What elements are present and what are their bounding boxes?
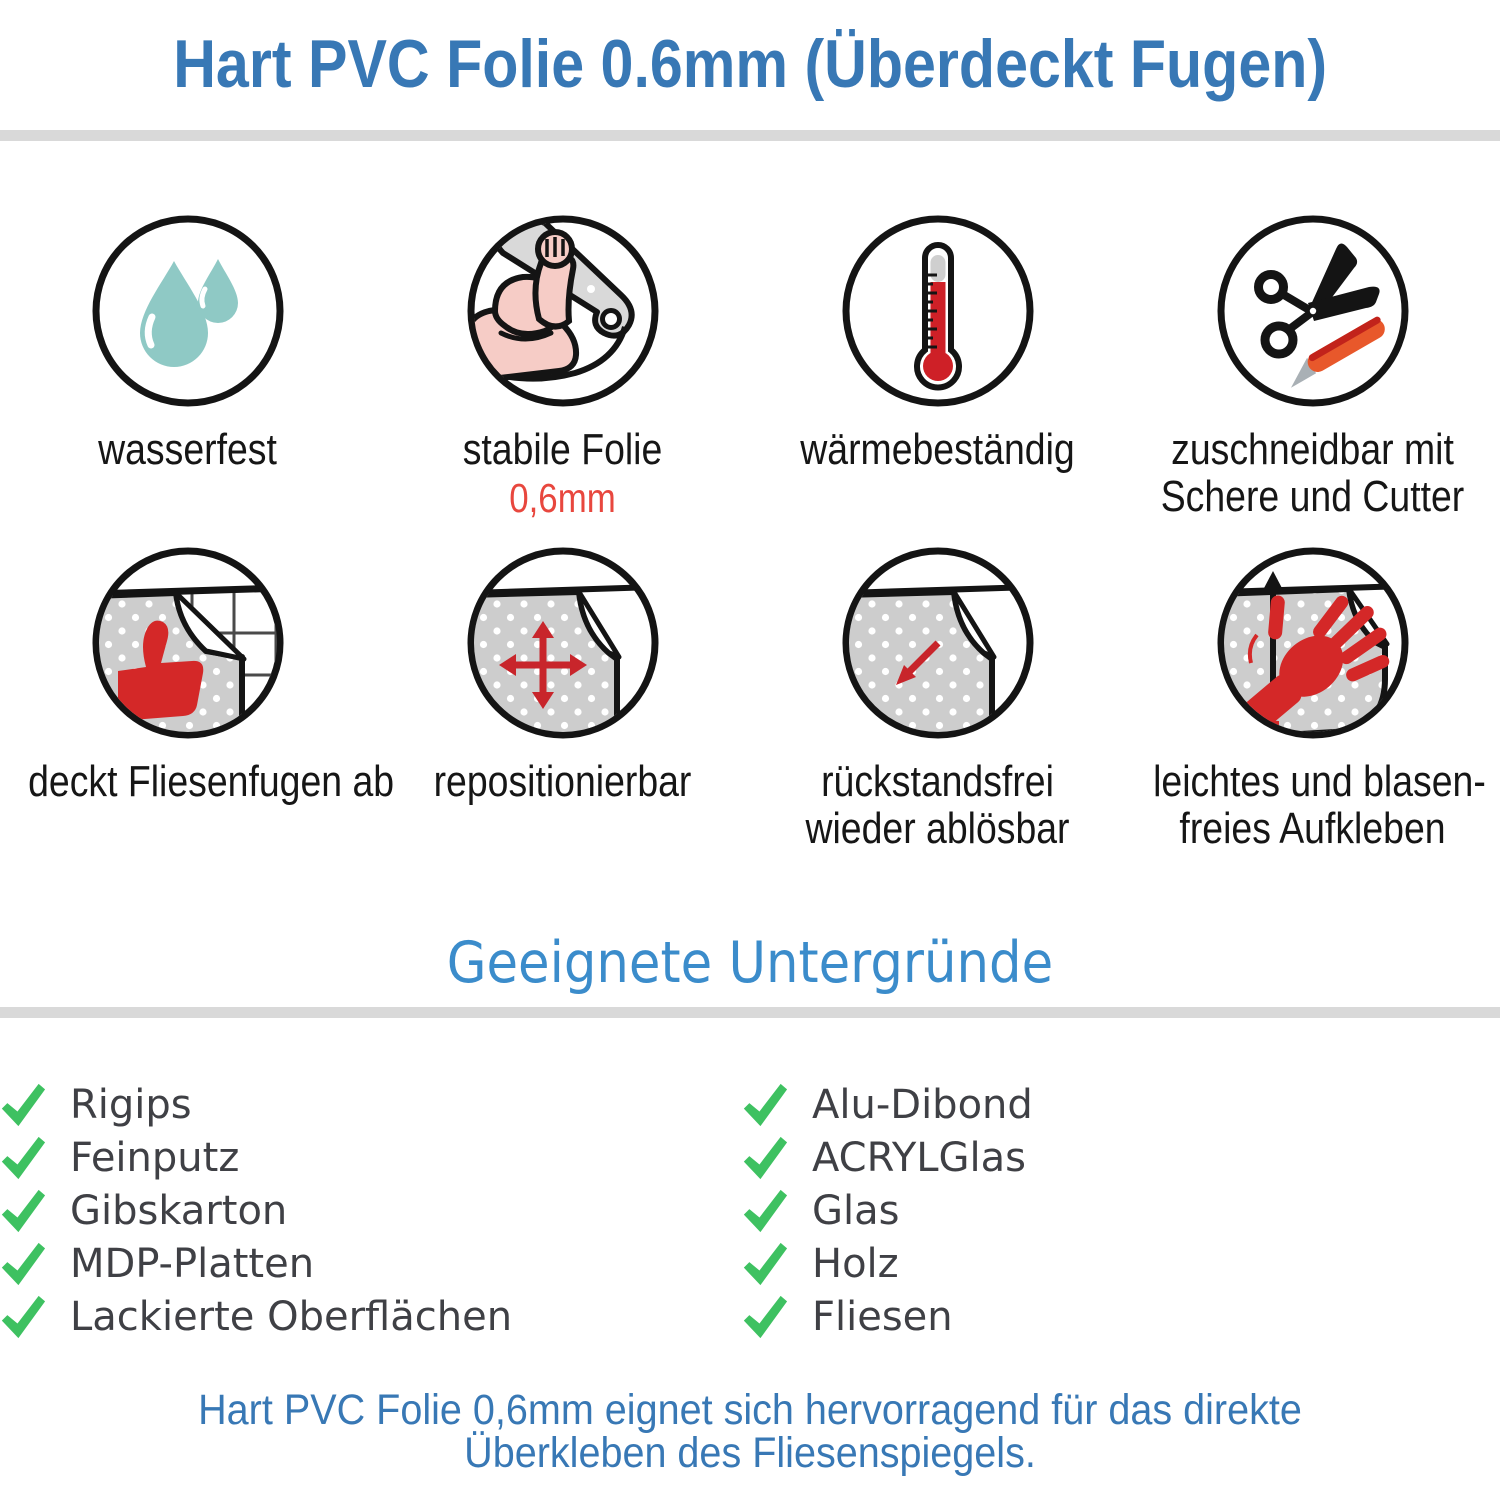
- substrates-list: Rigips Feinputz Gibskarton MDP-Platten L…: [0, 1078, 1500, 1343]
- smoothing-hand: [1239, 595, 1389, 732]
- move-cross-arrows: [498, 621, 587, 709]
- check-icon: [743, 1242, 788, 1285]
- feature-caption: wasserfest: [98, 425, 277, 474]
- feature-aufkleben: leichtes und blasen- freies Aufkleben: [1125, 543, 1500, 852]
- scissors-cutter-icon: [1217, 215, 1408, 407]
- check-icon: [1, 1189, 46, 1232]
- footnote: Hart PVC Folie 0,6mm eignet sich hervorr…: [198, 1386, 1302, 1477]
- strong-arm-film-roll-icon: [467, 215, 658, 407]
- list-item: Rigips: [0, 1078, 742, 1131]
- thermometer-icon: [842, 215, 1033, 407]
- feature-caption: stabile Folie 0,6mm: [375, 426, 750, 521]
- list-item: Gibskarton: [0, 1184, 742, 1237]
- water-drops-icon: [92, 215, 283, 407]
- list-item: ACRYLGlas: [742, 1131, 1033, 1184]
- feature-caption: rückstandsfrei wieder ablösbar: [805, 757, 1070, 853]
- check-icon: [1, 1136, 46, 1179]
- check-icon: [743, 1083, 788, 1126]
- page-title: Hart PVC Folie 0.6mm (Überdeckt Fugen): [173, 26, 1327, 102]
- check-icon: [743, 1189, 788, 1232]
- divider-substrates: [0, 1007, 1500, 1018]
- feature-deckt-fugen: deckt Fliesenfugen ab: [0, 543, 395, 852]
- feature-repositionierbar: repositionierbar: [375, 543, 750, 852]
- check-icon: [1, 1242, 46, 1285]
- peel-direction-arrow: [895, 640, 940, 685]
- feature-zuschneidbar: zuschneidbar mit Schere und Cutter: [1125, 211, 1500, 521]
- header: Hart PVC Folie 0.6mm (Überdeckt Fugen): [0, 0, 1500, 130]
- peel-arrow-film-icon: [842, 547, 1033, 739]
- check-icon: [743, 1295, 788, 1338]
- section-title: Geeignete Untergründe: [446, 930, 1054, 996]
- thumbs-up: [117, 620, 203, 720]
- list-item: Glas: [742, 1184, 1033, 1237]
- list-item: Fliesen: [742, 1290, 1033, 1343]
- feature-ablosbar: rückstandsfrei wieder ablösbar: [750, 543, 1125, 852]
- hand-smoothing-film-icon: [1217, 547, 1408, 739]
- feature-caption: deckt Fliesenfugen ab: [28, 757, 395, 806]
- feature-caption: wärmebeständig: [800, 425, 1075, 474]
- feature-row-2: deckt Fliesenfugen ab: [0, 543, 1500, 852]
- check-icon: [1, 1083, 46, 1126]
- list-item: Lackierte Oberflächen: [0, 1290, 742, 1343]
- thumbs-up-tile-film-icon: [92, 547, 283, 739]
- thickness-highlight: 0,6mm: [509, 475, 616, 521]
- feature-wasserfest: wasserfest: [0, 211, 375, 521]
- check-icon: [743, 1136, 788, 1179]
- list-item: Holz: [742, 1237, 1033, 1290]
- substrates-right-column: Alu-Dibond ACRYLGlas Glas Holz Fliesen: [742, 1078, 1033, 1343]
- divider-top: [0, 130, 1500, 141]
- feature-stabile-folie: stabile Folie 0,6mm: [375, 211, 750, 521]
- substrates-header: Geeignete Untergründe: [0, 932, 1500, 994]
- move-arrows-film-icon: [467, 547, 658, 739]
- list-item: Feinputz: [0, 1131, 742, 1184]
- list-item: Alu-Dibond: [742, 1078, 1033, 1131]
- feature-waermebestaendig: wärmebeständig: [750, 211, 1125, 521]
- feature-row-1: wasserfest: [0, 211, 1500, 521]
- cutter-knife: [1290, 316, 1385, 388]
- check-icon: [1, 1295, 46, 1338]
- feature-caption: leichtes und blasen- freies Aufkleben: [1153, 757, 1486, 853]
- feature-caption: repositionierbar: [433, 757, 692, 806]
- feature-caption: zuschneidbar mit Schere und Cutter: [1160, 425, 1465, 521]
- list-item: MDP-Platten: [0, 1237, 742, 1290]
- substrates-left-column: Rigips Feinputz Gibskarton MDP-Platten L…: [0, 1078, 742, 1343]
